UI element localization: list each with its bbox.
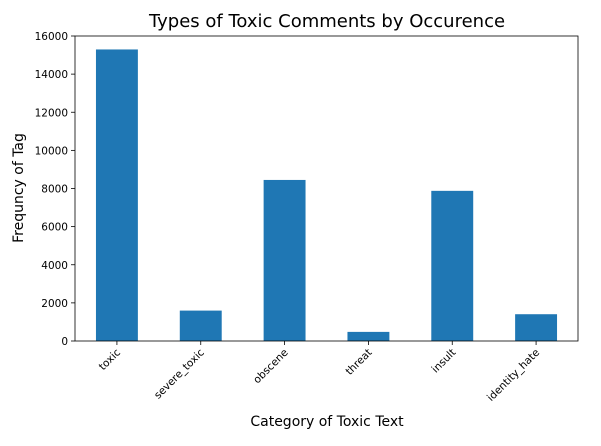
bar-severe-toxic [179,310,222,341]
x-axis-label: Category of Toxic Text [250,414,404,430]
y-tick-label: 16000 [35,31,68,43]
y-tick-label: 4000 [41,260,68,272]
y-tick-label: 14000 [35,69,68,81]
x-tick-label-threat: threat [344,347,375,378]
y-tick-label: 2000 [41,298,68,310]
y-tick-label: 10000 [35,145,68,157]
x-tick-label-insult: insult [430,347,459,376]
x-tick-label-toxic: toxic [97,346,123,372]
x-tick-label-identity-hate: identity_hate [485,347,542,404]
bar-insult [431,190,474,341]
y-tick-label: 8000 [41,184,68,196]
y-axis-label: Frequncy of Tag [11,133,27,243]
bar-identity-hate [515,314,558,341]
y-axis: 0 2000 4000 6000 8000 10000 12000 14000 16000 [35,31,75,348]
x-axis: toxic severe_toxic obscene threat insult iden… [97,341,542,404]
plot-frame [74,35,579,342]
bars [95,49,558,341]
y-tick-label: 12000 [35,107,68,119]
bar-obscene [263,179,306,341]
x-tick-label-obscene: obscene [251,347,291,387]
y-tick-label: 6000 [41,222,68,234]
chart-title: Types of Toxic Comments by Occurence [148,11,505,32]
bar-toxic [95,49,138,341]
bar-threat [347,331,390,341]
x-tick-label-severe-toxic: severe_toxic [152,346,207,401]
y-tick-label: 0 [61,336,68,348]
